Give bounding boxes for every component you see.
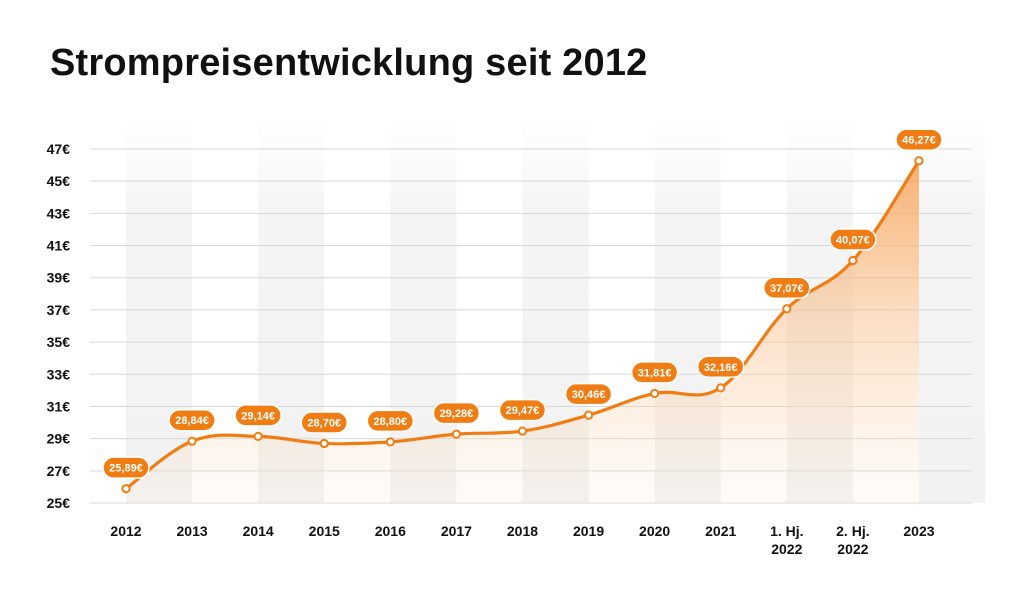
data-point (782, 304, 792, 314)
x-tick-label: 2. Hj. 2022 (836, 523, 869, 557)
data-label: 28,84€ (175, 415, 209, 427)
y-tick-label: 43€ (47, 205, 71, 221)
y-axis: 25€ 27€ 29€ 31€ 33€ 35€ 37€ 39€ 41€ 43€ 45€ 47€ (47, 141, 71, 511)
data-label-bg (366, 409, 415, 433)
data-label-bg (432, 401, 481, 425)
points-group (121, 156, 924, 494)
data-label: 32,16€ (704, 362, 738, 374)
data-label-bg (300, 411, 348, 434)
area-fill-group (126, 160, 919, 503)
y-tick-label: 39€ (47, 270, 71, 286)
data-point (451, 429, 461, 439)
data-label: 25,89€ (109, 463, 143, 475)
data-point (517, 426, 528, 436)
data-point (121, 484, 131, 494)
data-point (914, 156, 924, 166)
data-label-bg (102, 456, 150, 479)
y-tick-label: 25€ (47, 495, 71, 511)
data-label-bg (498, 398, 547, 422)
data-label: 29,28€ (440, 408, 474, 420)
y-tick-label: 33€ (47, 366, 71, 382)
y-tick-label: 45€ (47, 173, 71, 189)
data-point (716, 383, 726, 393)
y-tick-label: 29€ (47, 431, 71, 447)
data-point (650, 388, 660, 399)
y-tick-label: 37€ (47, 302, 71, 318)
x-tick-label: 2015 (309, 523, 340, 539)
x-tick-label: 2018 (507, 523, 538, 539)
data-point (385, 437, 395, 447)
chart-title: Strompreisentwicklung seit 2012 (50, 42, 648, 84)
data-label: 30,46€ (572, 389, 606, 401)
data-label-bg (564, 382, 613, 406)
data-label: 37,07€ (770, 283, 804, 295)
data-label: 28,80€ (373, 416, 407, 428)
data-label: 29,47€ (506, 405, 540, 417)
data-label: 28,70€ (307, 417, 341, 429)
area-fill (126, 160, 919, 503)
data-label-bg (763, 276, 811, 300)
data-label-bg (630, 361, 679, 384)
data-point (848, 255, 858, 266)
y-tick-label: 47€ (47, 141, 71, 157)
data-point (253, 431, 263, 441)
x-axis: 2012 2013 2014 2015 2016 2017 2018 2019 2020 2021… (110, 523, 934, 557)
x-tick-label: 2017 (441, 523, 472, 539)
data-label: 31,81€ (638, 367, 672, 379)
data-label: 29,14€ (241, 410, 275, 422)
data-label-bg (696, 355, 745, 379)
column-band (918, 118, 986, 503)
x-tick-label: 1. Hj. 2022 (770, 523, 803, 557)
data-label: 40,07€ (836, 235, 870, 247)
data-point (583, 410, 594, 420)
data-label-bg (829, 228, 877, 251)
data-label-bg (895, 128, 943, 151)
data-label: 46,27€ (902, 135, 936, 147)
x-tick-label: 2019 (573, 523, 604, 539)
y-tick-label: 41€ (47, 238, 71, 254)
y-tick-label: 35€ (47, 334, 71, 350)
data-point (187, 436, 197, 446)
x-tick-label: 2014 (243, 523, 274, 539)
data-label-bg (168, 408, 216, 432)
data-labels-group: 25,89€ 28,84€ 29,14€ 28,70€ 28,80€ 29,28€ 29,4… (102, 128, 943, 479)
data-point (319, 438, 329, 449)
x-tick-label: 2016 (375, 523, 406, 539)
y-tick-label: 31€ (47, 398, 71, 414)
x-tick-label: 2012 (110, 523, 141, 539)
x-tick-label: 2021 (705, 523, 736, 539)
x-tick-label: 2013 (177, 523, 208, 539)
x-tick-label: 2020 (639, 523, 670, 539)
y-tick-label: 27€ (47, 463, 71, 479)
x-tick-label: 2023 (903, 523, 934, 539)
data-label-bg (234, 404, 282, 427)
